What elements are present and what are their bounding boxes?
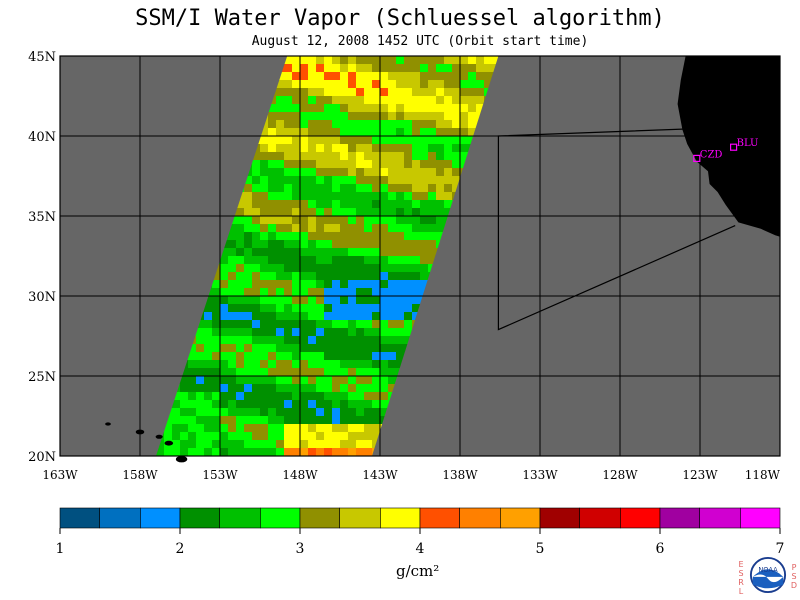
station-markers: CZD BLU	[693, 138, 759, 162]
hawaiian-island	[105, 422, 111, 426]
longitude-tick-label: 133W	[522, 468, 558, 482]
colorbar: 1 2 3 4 5 6 7	[56, 507, 785, 557]
colorbar-bin	[659, 507, 700, 529]
colorbar-bin	[59, 507, 100, 529]
colorbar-bin	[620, 507, 661, 529]
colorbar-tick-label: 1	[56, 541, 65, 557]
longitude-tick-label: 158W	[122, 468, 158, 482]
latitude-tick-label: 35N	[28, 210, 56, 225]
california-coast	[677, 56, 780, 237]
colorbar-bin	[539, 507, 580, 529]
colorbar-bin	[419, 507, 460, 529]
hawaiian-island	[175, 456, 188, 463]
latitude-tick-label: 20N	[28, 450, 56, 465]
colorbar-bin	[140, 507, 181, 529]
longitude-tick-label: 128W	[602, 468, 638, 482]
colorbar-tick-label: 7	[776, 541, 785, 557]
station-marker	[729, 143, 738, 151]
latitude-tick-label: 45N	[28, 50, 56, 65]
longitude-tick-label: 163W	[42, 468, 78, 482]
colorbar-tick-label: 2	[176, 541, 185, 557]
axis-labels: 45N 40N 35N 30N 25N 20N 163W 158W 153W 148W 143W 13…	[28, 50, 781, 482]
longitude-tick-label: 148W	[282, 468, 318, 482]
longitude-tick-label: 118W	[745, 468, 781, 482]
colorbar-bin	[219, 507, 261, 529]
colorbar-bin	[339, 507, 381, 529]
colorbar-bin	[179, 507, 220, 529]
colorbar-unit-label: g/cm²	[396, 562, 440, 580]
map-title: SSM/I Water Vapor (Schluessel algorithm)	[135, 6, 665, 31]
station-label: BLU	[737, 138, 759, 149]
svg-text:NOAA: NOAA	[758, 566, 778, 574]
latitude-tick-label: 25N	[28, 370, 56, 385]
land-mass	[105, 56, 780, 463]
colorbar-bin	[299, 507, 340, 529]
colorbar-bin	[459, 507, 501, 529]
colorbar-bin	[380, 507, 421, 529]
map-border	[59, 55, 781, 457]
longitude-tick-label: 123W	[682, 468, 718, 482]
colorbar-bin	[699, 507, 741, 529]
colorbar-bin	[740, 507, 781, 529]
station-label: CZD	[700, 149, 723, 160]
hawaiian-island	[155, 434, 163, 439]
colorbar-bin	[500, 507, 541, 529]
colorbar-bin	[579, 507, 621, 529]
map-subtitle: August 12, 2008 1452 UTC (Orbit start ti…	[251, 34, 589, 49]
colorbar-tick-label: 6	[656, 541, 665, 557]
flight-track-lines	[497, 127, 736, 331]
latitude-tick-label: 30N	[28, 290, 56, 305]
noaa-logo: NOAA	[749, 556, 787, 594]
colorbar-tick-label: 3	[296, 541, 305, 557]
hawaiian-island	[164, 440, 174, 446]
colorbar-tick-label: 5	[536, 541, 545, 557]
longitude-tick-label: 153W	[202, 468, 238, 482]
flight-track	[497, 127, 736, 331]
colorbar-tick-label: 4	[416, 541, 425, 557]
colorbar-bin	[260, 507, 301, 529]
colorbar-bin	[99, 507, 141, 529]
lat-lon-grid	[59, 55, 781, 457]
longitude-tick-label: 138W	[442, 468, 478, 482]
longitude-tick-label: 143W	[362, 468, 398, 482]
latitude-tick-label: 40N	[28, 130, 56, 145]
station-marker	[693, 154, 701, 162]
